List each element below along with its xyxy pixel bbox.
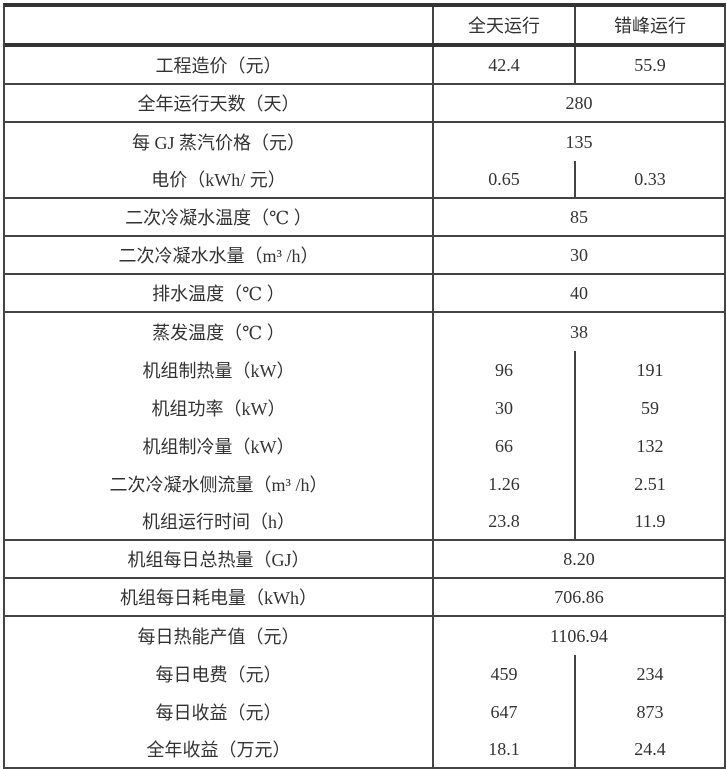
table-row: 每日收益（元） 647 873 bbox=[5, 693, 724, 731]
value-shared: 135 bbox=[565, 131, 593, 152]
table-header: 全天运行 错峰运行 bbox=[5, 7, 724, 47]
row-label: 机组制冷量（kW） bbox=[5, 427, 434, 465]
value-off-peak: 2.51 bbox=[574, 465, 724, 503]
row-group: 二次冷凝水温度（℃ ） 85 bbox=[5, 199, 724, 237]
table-row: 机组制冷量（kW） 66 132 bbox=[5, 427, 724, 465]
value-full-day: 647 bbox=[490, 701, 518, 722]
row-label: 每日收益（元） bbox=[5, 693, 434, 731]
value-full-day: 42.4 bbox=[488, 54, 520, 75]
row-label: 机组功率（kW） bbox=[5, 389, 434, 427]
row-group: 蒸发温度（℃ ） 38 机组制热量（kW） 96 191 机组功率（kW） 30 59 机组制冷… bbox=[5, 313, 724, 541]
value-full-day: 30 bbox=[495, 397, 513, 418]
table-row: 电价（kWh/ 元） 0.65 0.33 bbox=[5, 161, 724, 197]
value-off-peak: 0.33 bbox=[574, 161, 724, 197]
table-row: 机组每日耗电量（kWh） 706.86 bbox=[5, 579, 724, 615]
value-off-peak: 873 bbox=[574, 693, 724, 731]
header-full-day: 全天运行 bbox=[468, 16, 540, 36]
row-label: 机组每日耗电量（kWh） bbox=[5, 579, 434, 615]
value-full-day: 66 bbox=[495, 435, 513, 456]
value-shared: 706.86 bbox=[554, 586, 604, 607]
value-off-peak: 24.4 bbox=[574, 731, 724, 767]
value-off-peak: 11.9 bbox=[574, 503, 724, 539]
row-group: 全年运行天数（天） 280 bbox=[5, 85, 724, 123]
header-off-peak: 错峰运行 bbox=[574, 7, 724, 43]
value-full-day: 459 bbox=[490, 663, 518, 684]
value-shared: 38 bbox=[570, 321, 588, 342]
value-off-peak: 234 bbox=[574, 655, 724, 693]
table-row: 机组功率（kW） 30 59 bbox=[5, 389, 724, 427]
table-row: 全年收益（万元） 18.1 24.4 bbox=[5, 731, 724, 767]
value-full-day: 23.8 bbox=[488, 510, 520, 531]
row-label: 二次冷凝水温度（℃ ） bbox=[5, 199, 434, 235]
row-label: 排水温度（℃ ） bbox=[5, 275, 434, 311]
table-row: 每 GJ 蒸汽价格（元） 135 bbox=[5, 123, 724, 161]
table-row: 每日热能产值（元） 1106.94 bbox=[5, 617, 724, 655]
table-row: 二次冷凝水侧流量（m³ /h） 1.26 2.51 bbox=[5, 465, 724, 503]
header-label bbox=[5, 7, 434, 43]
row-group: 排水温度（℃ ） 40 bbox=[5, 275, 724, 313]
row-label: 每 GJ 蒸汽价格（元） bbox=[5, 123, 434, 161]
row-label: 工程造价（元） bbox=[5, 47, 434, 83]
row-label: 每日电费（元） bbox=[5, 655, 434, 693]
row-group: 机组每日耗电量（kWh） 706.86 bbox=[5, 579, 724, 617]
row-label: 蒸发温度（℃ ） bbox=[5, 313, 434, 351]
value-full-day: 1.26 bbox=[488, 473, 520, 494]
table-row: 二次冷凝水水量（m³ /h） 30 bbox=[5, 237, 724, 273]
row-group: 机组每日总热量（GJ） 8.20 bbox=[5, 541, 724, 579]
row-label: 全年运行天数（天） bbox=[5, 85, 434, 121]
value-shared: 1106.94 bbox=[550, 625, 608, 646]
value-shared: 40 bbox=[570, 282, 588, 303]
table-row: 机组每日总热量（GJ） 8.20 bbox=[5, 541, 724, 577]
table-row: 工程造价（元） 42.4 55.9 bbox=[5, 47, 724, 83]
table-row: 全年运行天数（天） 280 bbox=[5, 85, 724, 121]
table-row: 蒸发温度（℃ ） 38 bbox=[5, 313, 724, 351]
row-group: 每 GJ 蒸汽价格（元） 135 电价（kWh/ 元） 0.65 0.33 bbox=[5, 123, 724, 199]
row-label: 二次冷凝水侧流量（m³ /h） bbox=[5, 465, 434, 503]
value-shared: 280 bbox=[565, 92, 593, 113]
value-off-peak: 55.9 bbox=[574, 47, 724, 83]
value-shared: 30 bbox=[570, 244, 588, 265]
row-label: 电价（kWh/ 元） bbox=[5, 161, 434, 197]
table-row: 排水温度（℃ ） 40 bbox=[5, 275, 724, 311]
value-off-peak: 132 bbox=[574, 427, 724, 465]
value-off-peak: 191 bbox=[574, 351, 724, 389]
table-row: 机组运行时间（h） 23.8 11.9 bbox=[5, 503, 724, 539]
row-group: 工程造价（元） 42.4 55.9 bbox=[5, 47, 724, 85]
value-full-day: 96 bbox=[495, 359, 513, 380]
row-label: 全年收益（万元） bbox=[5, 731, 434, 767]
value-full-day: 18.1 bbox=[488, 738, 520, 759]
value-full-day: 0.65 bbox=[488, 168, 520, 189]
row-label: 机组制热量（kW） bbox=[5, 351, 434, 389]
table-row: 机组制热量（kW） 96 191 bbox=[5, 351, 724, 389]
row-group: 每日热能产值（元） 1106.94 每日电费（元） 459 234 每日收益（元） 647 8… bbox=[5, 617, 724, 769]
comparison-table: 全天运行 错峰运行 工程造价（元） 42.4 55.9 全年运行天数（天） 280 每 G… bbox=[3, 3, 726, 769]
value-off-peak: 59 bbox=[574, 389, 724, 427]
row-label: 机组每日总热量（GJ） bbox=[5, 541, 434, 577]
row-group: 二次冷凝水水量（m³ /h） 30 bbox=[5, 237, 724, 275]
table-row: 二次冷凝水温度（℃ ） 85 bbox=[5, 199, 724, 235]
value-shared: 85 bbox=[570, 206, 588, 227]
row-label: 二次冷凝水水量（m³ /h） bbox=[5, 237, 434, 273]
row-label: 机组运行时间（h） bbox=[5, 503, 434, 539]
value-shared: 8.20 bbox=[563, 548, 595, 569]
table-row: 每日电费（元） 459 234 bbox=[5, 655, 724, 693]
row-label: 每日热能产值（元） bbox=[5, 617, 434, 655]
